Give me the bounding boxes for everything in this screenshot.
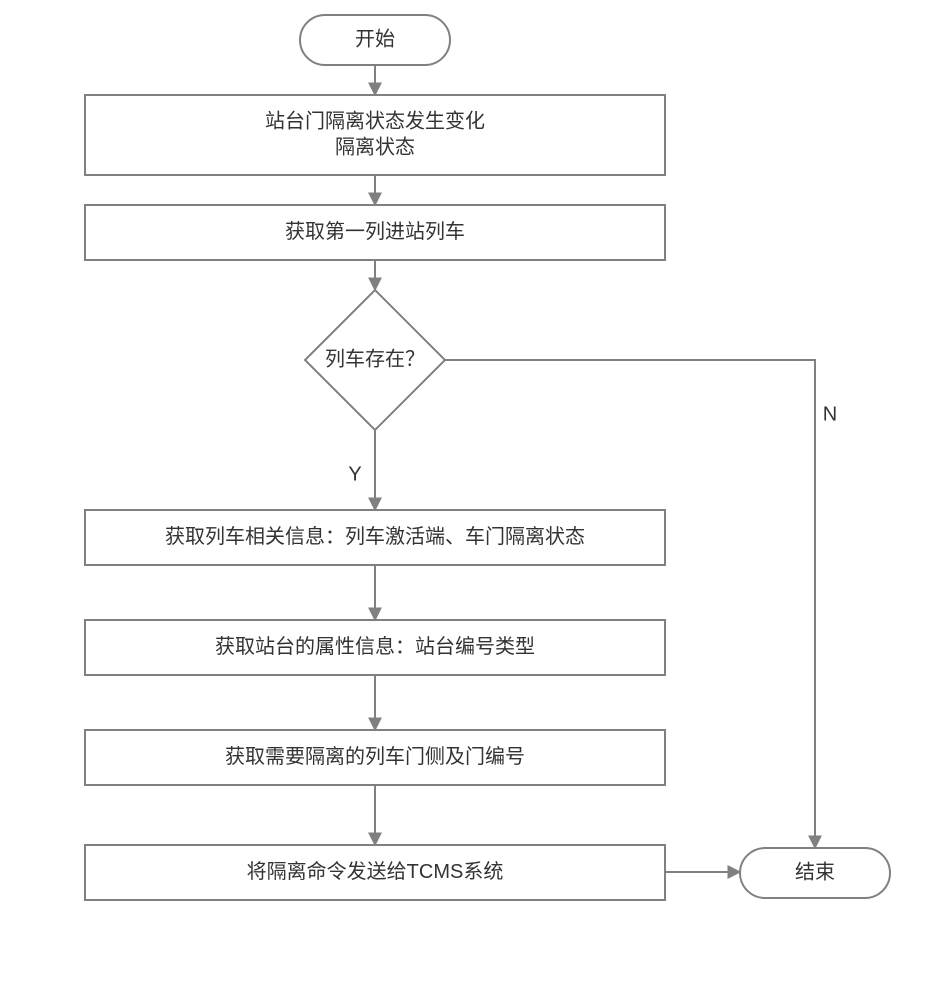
edge-label-8: N bbox=[823, 403, 837, 425]
start-label: 开始 bbox=[355, 27, 395, 50]
box1-process bbox=[85, 95, 665, 175]
box1-label: 隔离状态 bbox=[335, 135, 415, 158]
box4-label: 获取站台的属性信息：站台编号类型 bbox=[215, 635, 535, 658]
box3-label: 获取列车相关信息：列车激活端、车门隔离状态 bbox=[165, 525, 585, 548]
end-label: 结束 bbox=[795, 860, 835, 883]
dec-label: 列车存在？ bbox=[325, 347, 425, 370]
box1-label: 站台门隔离状态发生变化 bbox=[265, 109, 485, 132]
edge-dec-end bbox=[445, 360, 815, 848]
edge-label-3: Y bbox=[348, 463, 361, 485]
box2-label: 获取第一列进站列车 bbox=[285, 220, 465, 243]
box5-label: 获取需要隔离的列车门侧及门编号 bbox=[225, 745, 525, 768]
box6-label: 将隔离命令发送给TCMS系统 bbox=[247, 860, 504, 883]
